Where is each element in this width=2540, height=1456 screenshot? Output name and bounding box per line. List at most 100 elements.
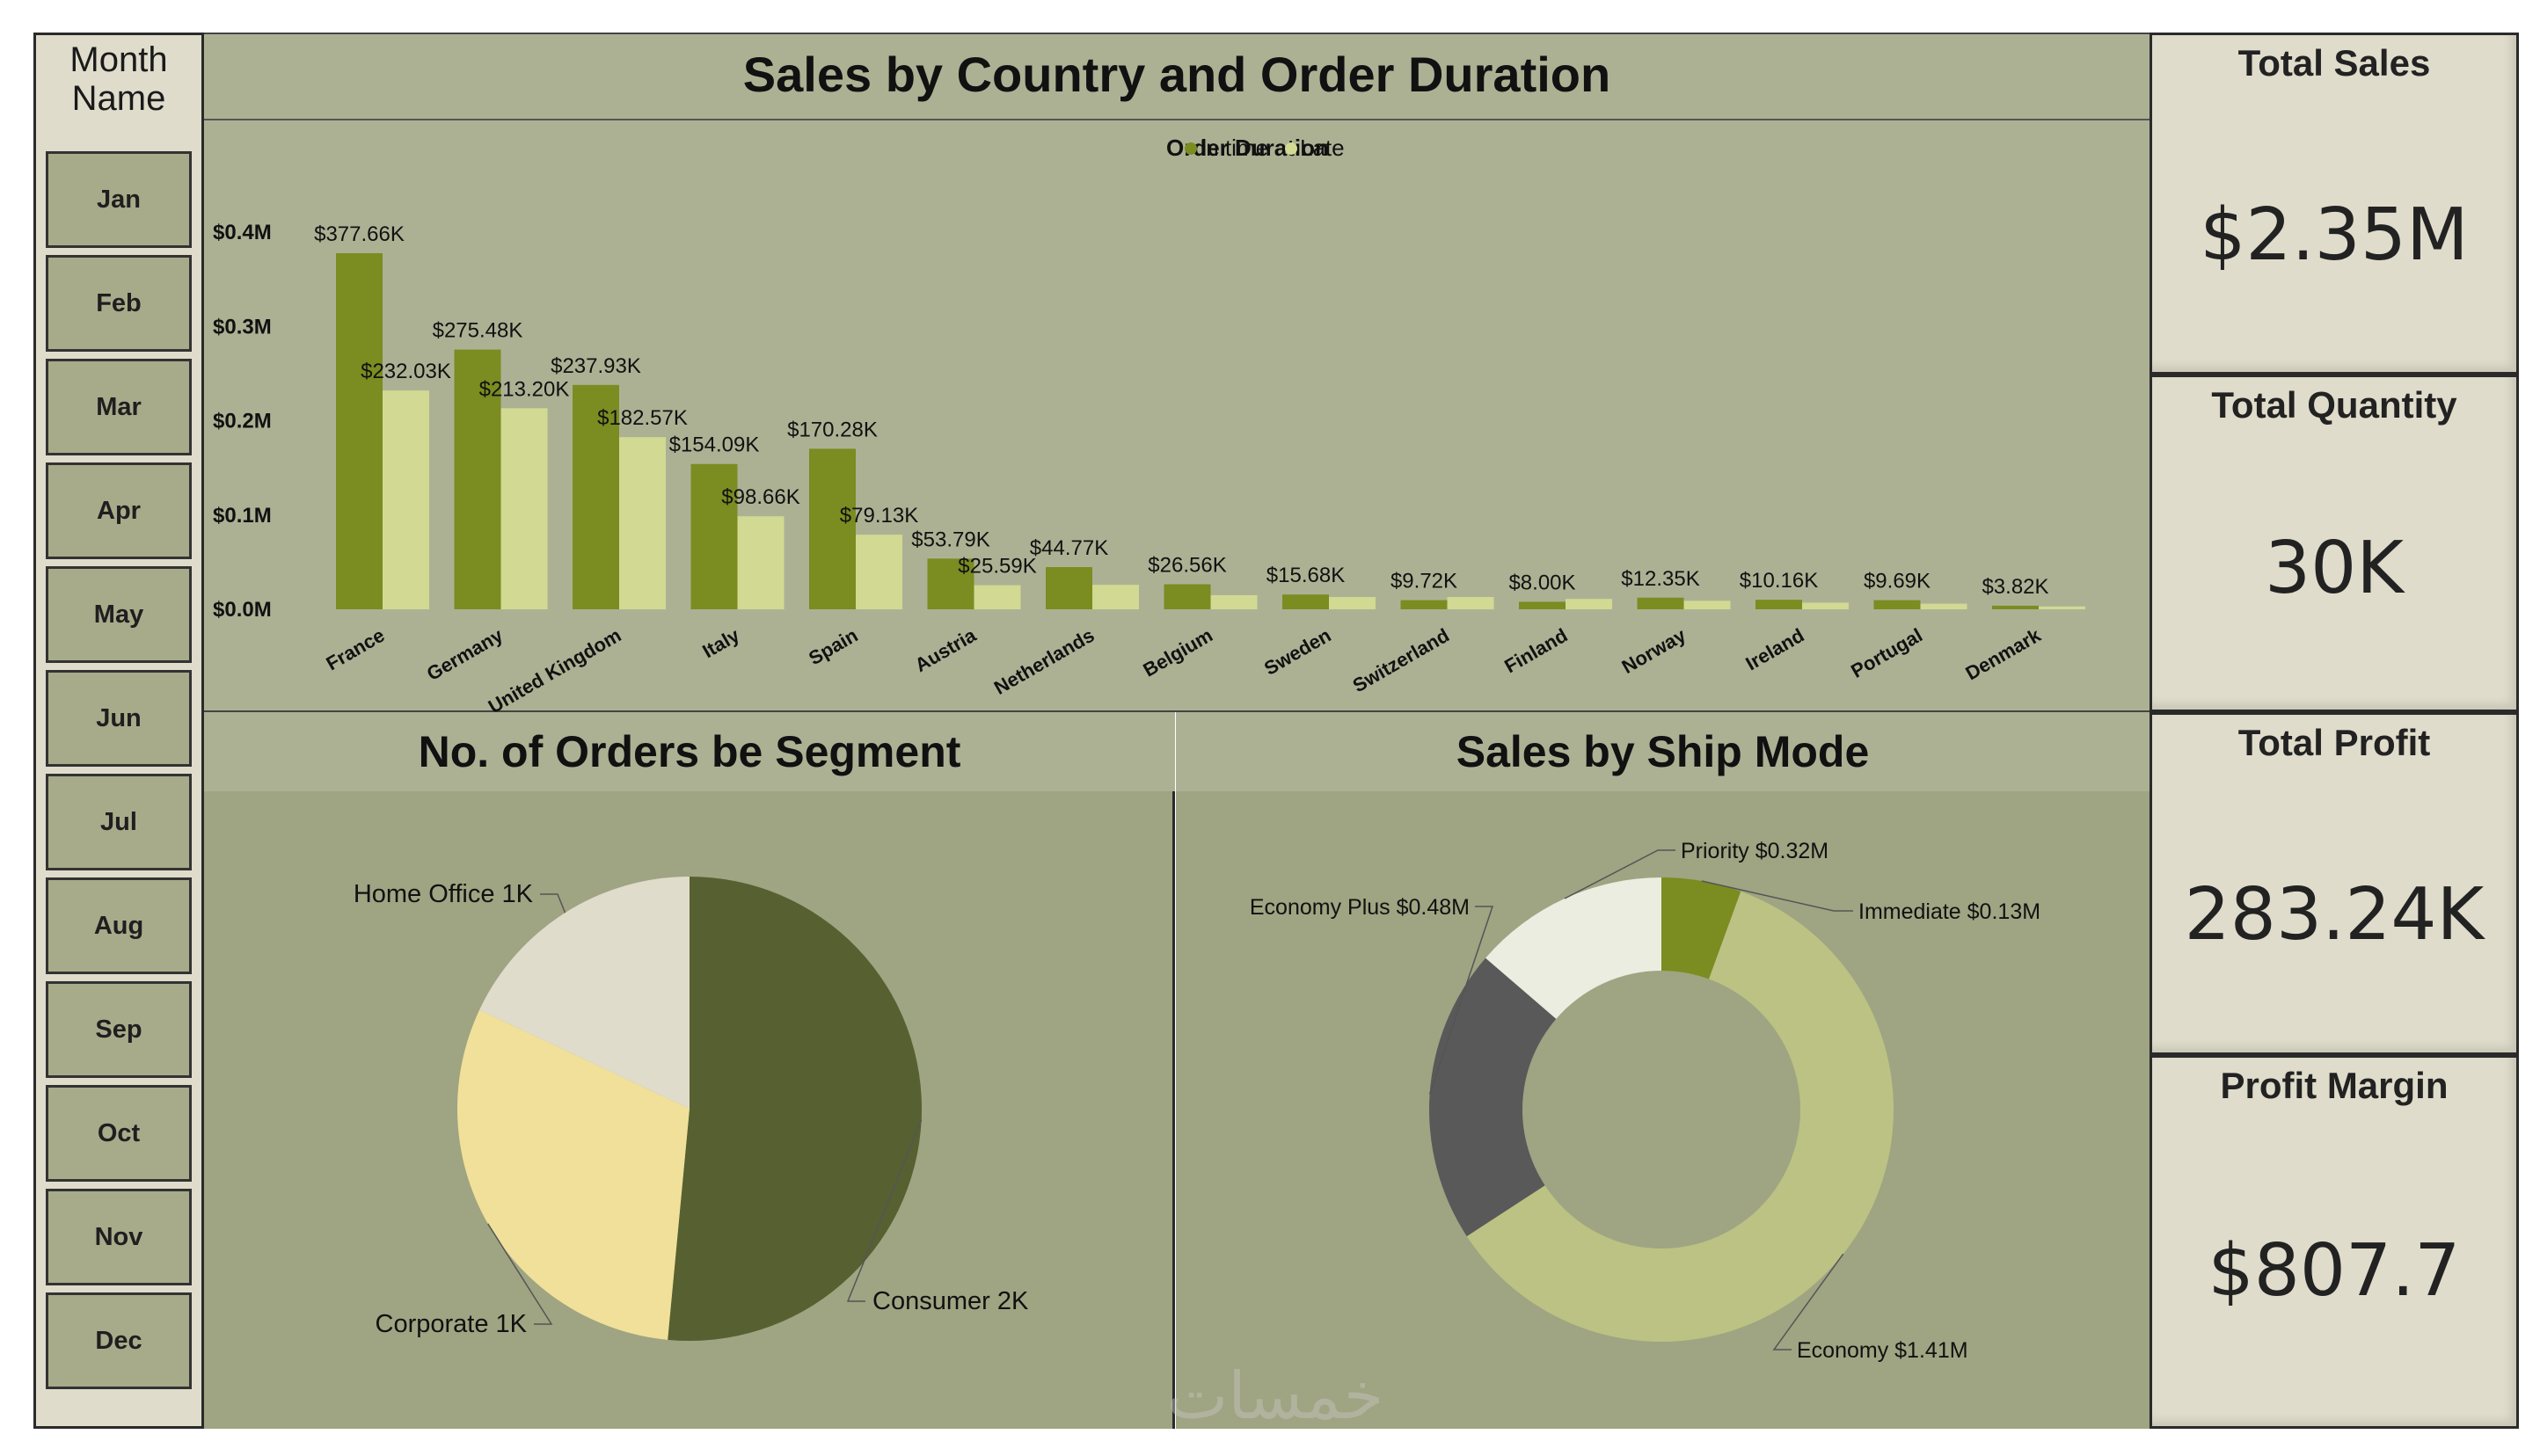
bar-late-finland [1566,599,1612,609]
month-button-mar[interactable]: Mar [46,359,192,455]
kpi-value: 283.24K [2184,873,2485,957]
kpi-profit-margin: Profit Margin $807.7 [2150,1055,2519,1429]
month-button-nov[interactable]: Nov [46,1189,192,1285]
pie-chart: Consumer 2K Corporate 1K Home Office 1K [354,877,1029,1341]
data-label: $9.72K [1390,570,1457,593]
data-label: $8.00K [1508,571,1575,594]
title-divider [204,119,2150,120]
bar-in-time-norway [1637,597,1684,609]
bar-late-united-kingdom [619,437,666,609]
slice-consumer [668,877,922,1341]
kpi-title: Profit Margin [2220,1065,2449,1106]
bar-in-time-ireland [1755,600,1802,609]
month-button-jul[interactable]: Jul [46,774,192,870]
data-label: $377.66K [314,222,405,246]
x-tick-label: Netherlands [990,624,1098,699]
data-label: $182.57K [597,406,688,430]
data-label: $154.09K [669,433,760,457]
y-tick-label: $0.4M [213,221,272,244]
month-button-apr[interactable]: Apr [46,462,192,559]
month-button-sep[interactable]: Sep [46,981,192,1078]
data-label: $170.28K [787,418,878,441]
x-tick-label: Finland [1500,624,1571,678]
x-tick-label: Switzerland [1349,624,1453,697]
y-tick-label: $0.2M [213,410,272,433]
month-button-feb[interactable]: Feb [46,255,192,352]
month-button-dec[interactable]: Dec [46,1292,192,1389]
data-label: $79.13K [840,504,918,528]
slice-home-office [479,877,690,1109]
month-button-may[interactable]: May [46,566,192,663]
x-tick-label: Austria [911,623,981,676]
x-tick-label: Belgium [1139,624,1216,681]
bar-in-time-austria [927,558,974,609]
bar-in-time-portugal [1873,600,1921,609]
bar-in-time-france [336,252,383,609]
data-label: $275.48K [433,319,523,343]
data-label: $213.20K [479,377,570,401]
month-button-jun[interactable]: Jun [46,670,192,767]
slice-label-priority: Priority $0.32M [1681,839,1828,863]
x-tick-label: Italy [698,623,743,662]
bar-in-time-belgium [1164,584,1211,609]
leader-line [1564,849,1675,899]
leader-line [846,1119,923,1302]
x-tick-label: Portugal [1847,624,1926,682]
bar-late-belgium [1210,594,1258,609]
bar-late-spain [856,535,902,609]
x-tick-label: Germany [423,623,507,685]
x-tick-label: Ireland [1742,624,1808,675]
kpi-title: Total Profit [2237,722,2431,763]
donut-chart: Immediate $0.13M Economy $1.41M Economy Pl… [1250,839,2040,1363]
kpi-value: $807.7 [2208,1229,2461,1313]
slice-label-economy: Economy $1.41M [1797,1338,1968,1363]
data-label: $237.93K [551,354,641,378]
month-button-aug[interactable]: Aug [46,877,192,974]
month-button-jan[interactable]: Jan [46,151,192,248]
x-tick-label: Denmark [1961,623,2045,684]
slice-immediate [1661,877,1741,979]
slice-label-consumer: Consumer 2K [872,1287,1029,1315]
legend-label-in-time: In time [1200,135,1268,161]
bar-in-time-united-kingdom [573,384,619,609]
bar-in-time-italy [690,463,738,609]
bar-late-netherlands [1092,585,1139,609]
kpi-value: $2.35M [2200,193,2469,277]
y-tick-label: $0.1M [213,504,272,528]
leader-line [1772,1253,1844,1350]
bar-in-time-sweden [1282,594,1329,609]
bar-late-germany [500,408,548,609]
slice-label-economy-plus: Economy Plus $0.48M [1250,895,1470,920]
slice-priority [1485,877,1661,1019]
data-label: $3.82K [1982,575,2048,599]
bar-late-denmark [2039,606,2085,609]
bar-in-time-switzerland [1400,600,1448,609]
bar-late-portugal [1920,603,1967,609]
x-tick-label: France [323,624,389,675]
kpi-total-sales: Total Sales $2.35M [2150,33,2519,375]
data-label: $15.68K [1266,564,1345,587]
data-label: $44.77K [1030,536,1108,560]
data-label: $9.69K [1864,570,1931,593]
slice-economy [1466,891,1894,1342]
bar-in-time-finland [1519,601,1566,609]
slice-label-immediate: Immediate $0.13M [1858,899,2040,924]
legend-swatch-in-time [1185,142,1197,155]
data-label: $26.56K [1148,554,1226,578]
bar-in-time-netherlands [1046,566,1092,609]
month-button-oct[interactable]: Oct [46,1085,192,1182]
data-label: $10.16K [1740,569,1818,593]
data-label: $12.35K [1621,567,1699,591]
bar-late-austria [974,585,1021,609]
leader-line [1428,906,1494,1095]
bar-late-switzerland [1447,597,1494,609]
x-tick-label: Spain [805,624,861,670]
donut-chart-title: Sales by Ship Mode [1176,712,2150,791]
data-label: $232.03K [361,360,451,383]
kpi-title: Total Sales [2237,42,2431,84]
leader-line [1701,880,1853,912]
slice-economy-plus [1429,957,1557,1237]
kpi-total-quantity: Total Quantity 30K [2150,375,2519,712]
